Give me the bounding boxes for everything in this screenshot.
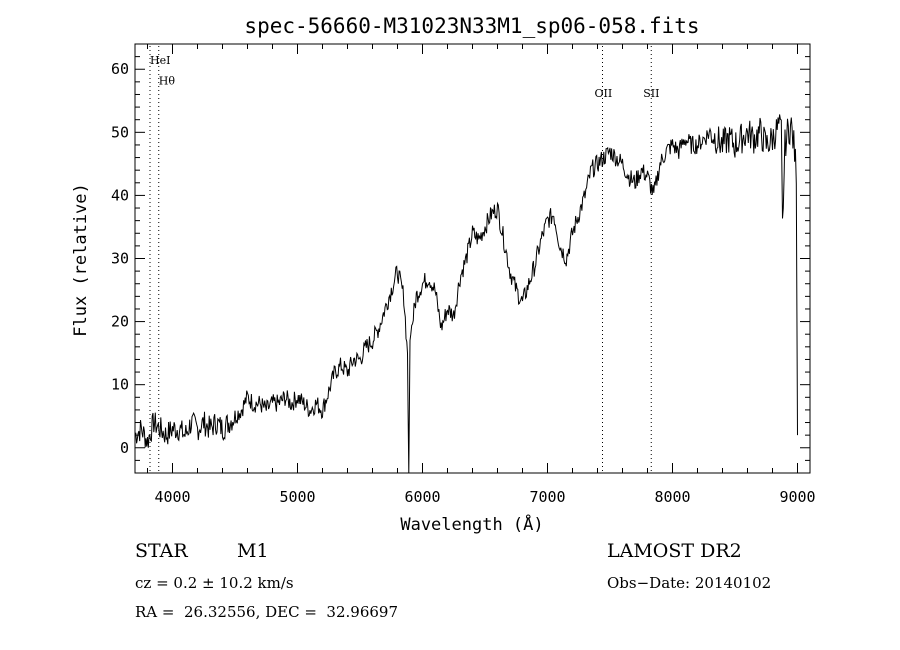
y-tick-label: 50 <box>111 123 129 141</box>
y-tick-label: 60 <box>111 60 129 78</box>
line-annotations: HeI Hθ OII SII <box>149 46 659 473</box>
y-tick-label: 30 <box>111 250 129 268</box>
object-class: STAR <box>135 540 188 562</box>
x-tick-label: 7000 <box>529 488 565 506</box>
spectrum-line <box>134 114 798 474</box>
y-axis-label: Flux (relative) <box>71 183 91 337</box>
annotation-label: Hθ <box>159 74 176 87</box>
object-subclass: M1 <box>237 540 269 562</box>
annotation-label: OII <box>595 87 613 100</box>
x-tick-label: 4000 <box>154 488 190 506</box>
y-tick-label: 10 <box>111 376 129 394</box>
survey-name: LAMOST DR2 <box>607 540 742 562</box>
chart-title: spec-56660-M31023N33M1_sp06-058.fits <box>244 14 699 38</box>
y-tick-label: 40 <box>111 186 129 204</box>
coords-text: RA = 26.32556, DEC = 32.96697 <box>135 603 399 621</box>
x-tick-label: 5000 <box>279 488 315 506</box>
x-tick-label: 6000 <box>404 488 440 506</box>
x-tick-label: 9000 <box>779 488 815 506</box>
redshift-text: cz = 0.2 ± 10.2 km/s <box>135 574 294 592</box>
x-tick-label: 8000 <box>654 488 690 506</box>
annotation-label: SII <box>643 87 659 100</box>
axis-tick-labels: 4000 5000 6000 7000 8000 9000 0 10 20 30 40 50 60 <box>111 60 816 506</box>
annotation-label: HeI <box>150 54 170 67</box>
x-axis-label: Wavelength (Å) <box>400 513 543 535</box>
y-tick-label: 0 <box>120 439 129 457</box>
y-tick-label: 20 <box>111 313 129 331</box>
obs-date-text: Obs−Date: 20140102 <box>607 574 772 592</box>
plot-frame <box>134 43 811 474</box>
axis-ticks <box>135 43 810 473</box>
